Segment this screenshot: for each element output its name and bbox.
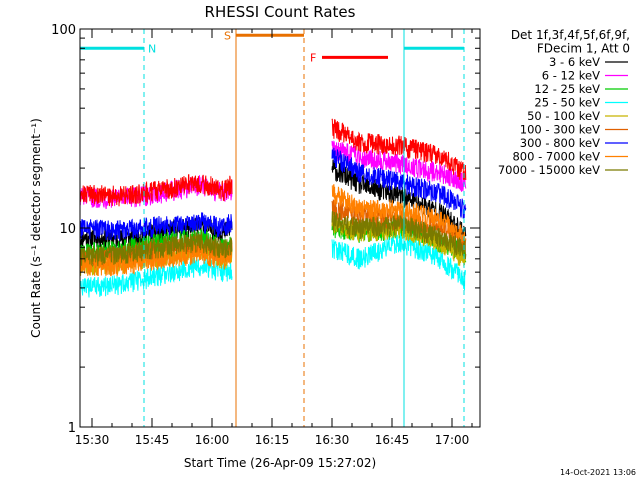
annotation-f-label: F <box>310 51 316 64</box>
series-line-6-12-kev-seg0 <box>79 175 233 210</box>
series-layer <box>79 118 467 298</box>
legend-entry-label: 800 - 7000 keV <box>512 150 600 164</box>
legend-entry-label: 300 - 800 keV <box>520 136 600 150</box>
axis-layer: 15:30 15:45 16:00 16:15 16:30 16:45 17:00 1 10 10… <box>51 23 480 447</box>
legend-entry-label: 3 - 6 keV <box>549 55 600 69</box>
legend-entry-label: 12 - 25 keV <box>534 82 600 96</box>
legend-entry-label: 7000 - 15000 keV <box>498 163 600 177</box>
series-line-7000-15000-kev-seg1 <box>331 210 467 260</box>
x-tick-label: 16:15 <box>255 433 290 447</box>
x-tick-label: 16:30 <box>315 433 350 447</box>
x-tick-label: 17:00 <box>435 433 470 447</box>
series-line-7000-15000-kev-seg0 <box>79 232 233 268</box>
y-tick-label: 1 <box>68 421 76 436</box>
legend-entry-label: 50 - 100 keV <box>527 109 600 123</box>
series-line-800-7000-kev-seg1 <box>331 184 467 245</box>
x-tick-label: 15:30 <box>75 433 110 447</box>
series-line-300-800-kev-seg1 <box>331 147 467 219</box>
legend-header-line: FDecim 1, Att 0 <box>537 42 630 56</box>
series-line-3-6-kev-seg1 <box>331 159 467 242</box>
y-axis-label: Count Rate (s⁻¹ detector segment⁻¹) <box>29 118 43 338</box>
y-tick-label: 100 <box>51 23 76 38</box>
footer-timestamp: 14-Oct-2021 13:06 <box>560 468 636 477</box>
x-axis-label: Start Time (26-Apr-09 15:27:02) <box>184 456 376 470</box>
x-tick-label: 16:45 <box>375 433 410 447</box>
series-line-25-50-kev-seg0 <box>79 256 233 298</box>
legend: Det 1f,3f,4f,5f,6f,9f,FDecim 1, Att 03 -… <box>498 28 630 177</box>
y-tick-label: 10 <box>59 222 76 237</box>
legend-header-line: Det 1f,3f,4f,5f,6f,9f, <box>511 28 630 42</box>
x-tick-label: 16:00 <box>195 433 230 447</box>
series-line-25-50-kev-seg1 <box>331 233 467 291</box>
chart-title: RHESSI Count Rates <box>205 3 356 21</box>
series-line-trace-9-seg1 <box>331 118 467 181</box>
annotation-n-label: N <box>148 42 156 55</box>
x-tick-label: 15:45 <box>135 433 170 447</box>
series-line-300-800-kev-seg0 <box>79 212 233 241</box>
series-line-trace-9-seg0 <box>79 174 233 207</box>
series-line-6-12-kev-seg1 <box>331 140 467 192</box>
annotation-s-label: S <box>224 29 231 42</box>
legend-entry-label: 6 - 12 keV <box>542 69 600 83</box>
legend-entry-label: 25 - 50 keV <box>534 96 600 110</box>
legend-entry-label: 100 - 300 keV <box>520 123 600 137</box>
